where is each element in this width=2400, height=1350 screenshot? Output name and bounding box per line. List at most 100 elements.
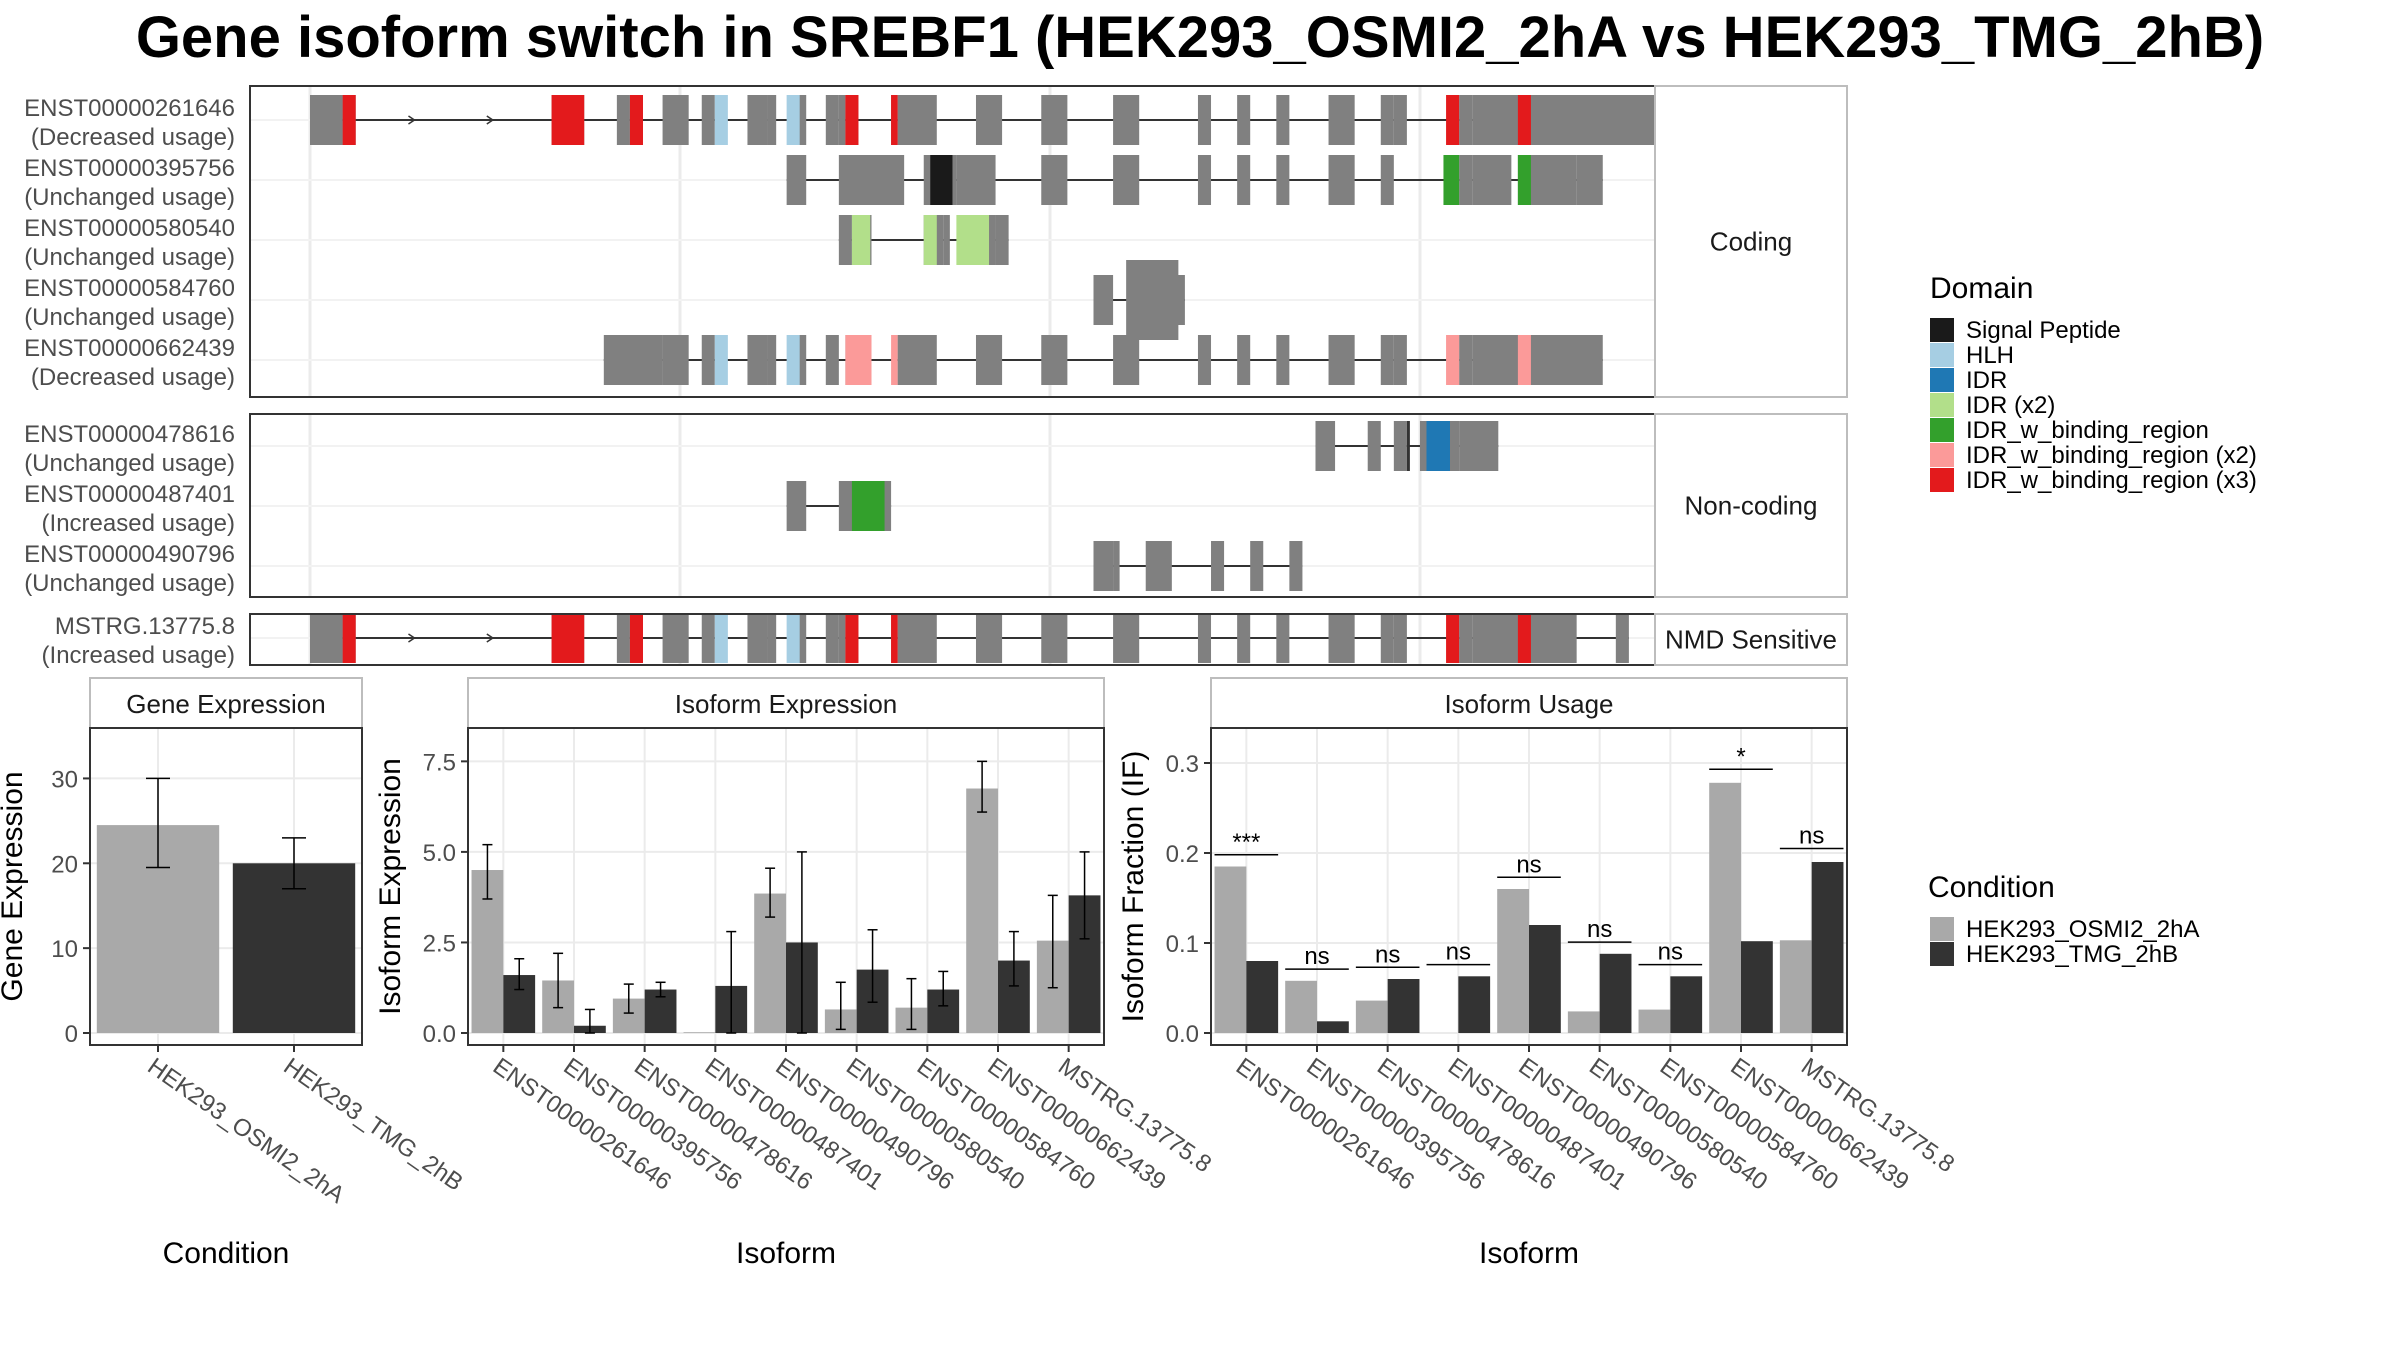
domain-block	[1446, 95, 1460, 145]
bar	[1599, 953, 1632, 1033]
bar	[232, 863, 356, 1033]
exon-block	[767, 613, 777, 663]
domain-block	[714, 95, 728, 145]
y-tick-label: 30	[51, 766, 78, 793]
y-tick-label: 5.0	[423, 840, 456, 867]
domain-block	[845, 335, 872, 385]
bar	[1214, 866, 1247, 1033]
exon-block	[1393, 95, 1407, 145]
y-tick-label: 10	[51, 936, 78, 963]
domain-legend-label: Signal Peptide	[1966, 317, 2121, 344]
bar	[1567, 1011, 1600, 1033]
y-axis-title: Isoform Expression	[374, 758, 407, 1015]
exon-block	[1380, 95, 1394, 145]
exon-block	[1472, 335, 1603, 385]
exon-block	[747, 613, 768, 663]
facet-strip	[1654, 613, 1848, 666]
exon-block	[1041, 155, 1068, 205]
isoform-label: ENST00000487401	[24, 481, 235, 508]
bar	[1529, 925, 1561, 1033]
y-tick-label: 7.5	[423, 749, 456, 776]
exon-block	[1041, 613, 1068, 663]
bar	[1670, 976, 1703, 1033]
exon-block	[1113, 335, 1140, 385]
significance-label: ns	[1516, 851, 1541, 878]
domain-block	[1446, 613, 1460, 663]
isoform-status: (Unchanged usage)	[24, 450, 235, 477]
significance-label: ***	[1232, 829, 1260, 856]
exon-block	[310, 95, 343, 145]
chart-title: Isoform Usage	[1444, 689, 1613, 719]
exon-block	[1113, 613, 1140, 663]
isoform-status: (Increased usage)	[42, 510, 235, 537]
exon-block	[1380, 335, 1394, 385]
exon-block	[838, 95, 846, 145]
domain-block	[891, 335, 898, 385]
significance-label: ns	[1658, 939, 1683, 966]
x-axis-title: Condition	[163, 1237, 290, 1270]
exon-block	[1237, 613, 1251, 663]
exon-block	[767, 335, 777, 385]
y-tick-label: 0.2	[1166, 841, 1199, 868]
domain-block	[845, 613, 859, 663]
domain-legend-label: IDR	[1966, 367, 2007, 394]
domain-block	[714, 613, 728, 663]
domain-legend-key	[1930, 318, 1954, 342]
exon-block	[1459, 335, 1473, 385]
strand-arrow	[408, 115, 416, 125]
isoform-label: MSTRG.13775.8	[55, 613, 235, 640]
domain-block	[629, 95, 643, 145]
exon-block	[747, 95, 768, 145]
condition-legend-label: HEK293_OSMI2_2hA	[1966, 916, 2199, 943]
domain-block	[786, 335, 800, 385]
significance-label: *	[1736, 743, 1745, 770]
domain-legend-key	[1930, 418, 1954, 442]
domain-legend-label: IDR (x2)	[1966, 392, 2055, 419]
y-axis-title: Isoform Fraction (IF)	[1117, 751, 1150, 1023]
exon-block	[1380, 155, 1394, 205]
structure-panel-bg	[250, 614, 1655, 665]
facet-strip	[1654, 85, 1848, 398]
domain-block	[891, 95, 898, 145]
exon-block	[662, 95, 689, 145]
significance-label: ns	[1446, 939, 1471, 966]
x-axis-title: Isoform	[1479, 1237, 1579, 1270]
domain-legend-label: IDR_w_binding_region (x3)	[1966, 467, 2257, 494]
domain-legend-key	[1930, 368, 1954, 392]
domain-block	[1517, 613, 1531, 663]
exon-block	[1393, 335, 1407, 385]
exon-block	[1276, 613, 1290, 663]
exon-block	[995, 215, 1009, 265]
exon-block	[1113, 155, 1140, 205]
exon-block	[1459, 155, 1473, 205]
strand-arrow	[408, 633, 416, 643]
domain-block	[1426, 421, 1450, 471]
exon-block	[1113, 541, 1120, 591]
exon-block	[1197, 95, 1212, 145]
bar	[1709, 782, 1741, 1033]
exon-block	[310, 613, 343, 663]
strand-arrow	[486, 115, 495, 125]
exon-block	[838, 613, 846, 663]
exon-block	[616, 95, 630, 145]
domain-block	[956, 215, 990, 265]
exon-block	[786, 155, 807, 205]
bar	[1497, 889, 1529, 1033]
domain-legend-key	[1930, 343, 1954, 367]
facet-strip-label: NMD Sensitive	[1665, 625, 1837, 655]
isoform-label: ENST00000584760	[24, 275, 235, 302]
bar	[1811, 862, 1844, 1033]
exon-block	[786, 481, 807, 531]
exon-block	[1393, 421, 1407, 471]
bar	[1355, 1000, 1388, 1033]
exon-block	[662, 613, 689, 663]
domain-legend-key	[1930, 393, 1954, 417]
domain-legend-label: IDR_w_binding_region (x2)	[1966, 442, 2257, 469]
isoform-label: ENST00000662439	[24, 335, 235, 362]
exon-block	[1276, 95, 1290, 145]
bar	[1285, 980, 1317, 1033]
condition-legend-label: HEK293_TMG_2hB	[1966, 941, 2178, 968]
y-tick-label: 0.3	[1166, 751, 1199, 778]
exon-block	[1380, 613, 1394, 663]
figure-content: ENST00000261646(Decreased usage)ENST0000…	[0, 85, 2257, 1270]
